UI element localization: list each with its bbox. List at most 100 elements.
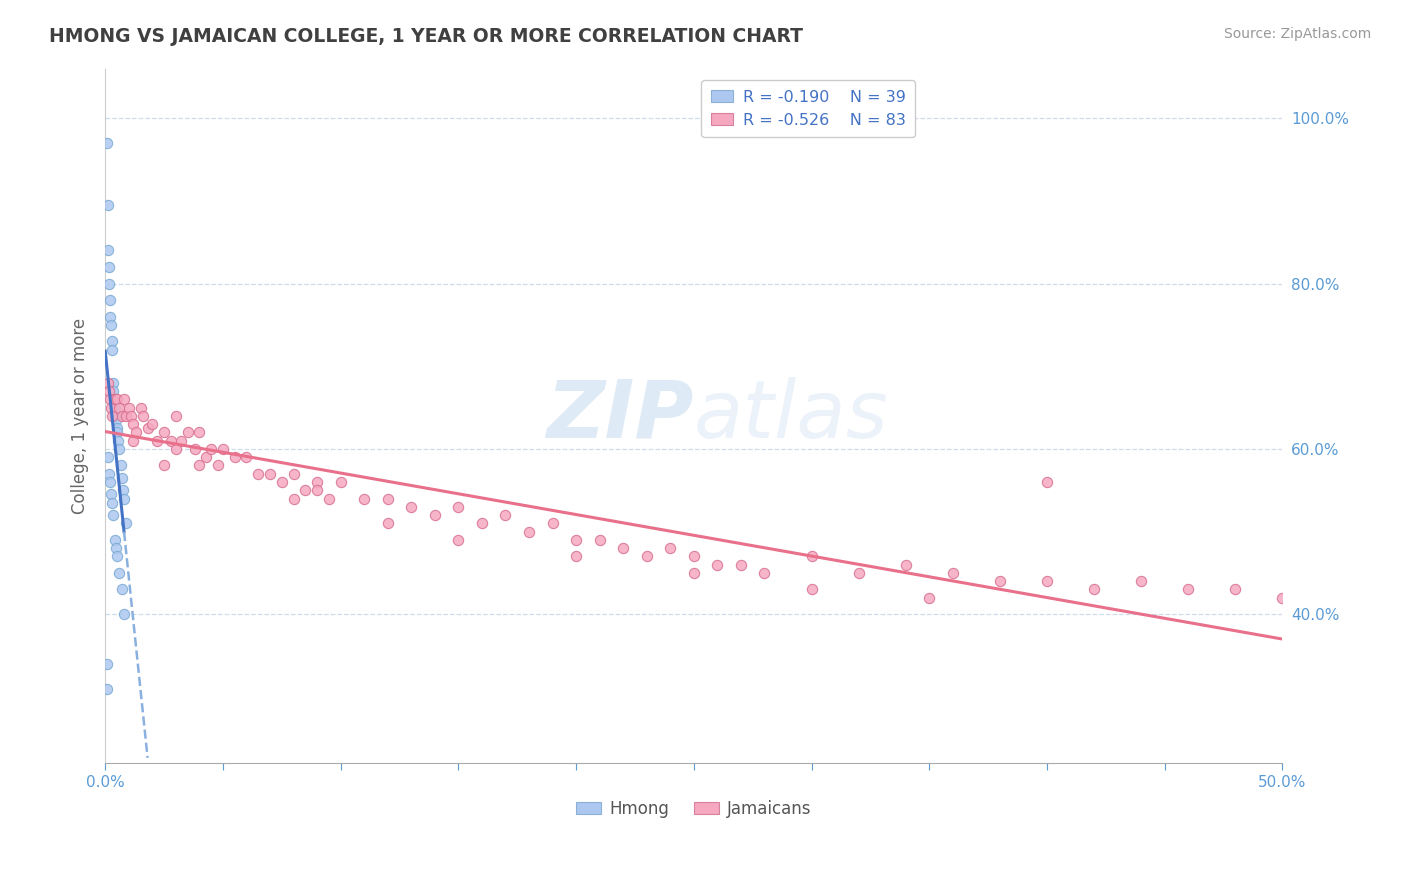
Point xyxy=(401,500,423,514)
Point xyxy=(100,318,122,332)
Point xyxy=(259,467,281,481)
Point xyxy=(104,533,127,547)
Point xyxy=(104,392,127,407)
Point xyxy=(377,516,399,531)
Point xyxy=(283,491,305,506)
Point xyxy=(183,442,205,456)
Point xyxy=(115,409,138,423)
Point xyxy=(283,467,305,481)
Point xyxy=(270,475,292,489)
Point xyxy=(612,541,634,555)
Text: atlas: atlas xyxy=(693,376,889,455)
Point xyxy=(589,533,612,547)
Point xyxy=(730,558,752,572)
Point xyxy=(136,421,159,435)
Point xyxy=(706,558,728,572)
Point xyxy=(101,409,124,423)
Point xyxy=(98,392,121,407)
Point xyxy=(103,392,125,407)
Point xyxy=(153,458,176,473)
Point xyxy=(97,376,120,390)
Point xyxy=(165,442,187,456)
Point xyxy=(120,409,142,423)
Point xyxy=(447,500,470,514)
Point xyxy=(918,591,941,605)
Point xyxy=(541,516,564,531)
Point xyxy=(146,434,169,448)
Point xyxy=(565,533,588,547)
Point xyxy=(800,582,823,597)
Point xyxy=(105,549,128,564)
Point xyxy=(423,508,446,522)
Point xyxy=(1036,574,1059,589)
Text: HMONG VS JAMAICAN COLLEGE, 1 YEAR OR MORE CORRELATION CHART: HMONG VS JAMAICAN COLLEGE, 1 YEAR OR MOR… xyxy=(49,27,803,45)
Point xyxy=(97,384,120,398)
Point xyxy=(111,582,134,597)
Point xyxy=(115,516,138,531)
Point xyxy=(98,277,121,291)
Y-axis label: College, 1 year or more: College, 1 year or more xyxy=(72,318,89,514)
Point xyxy=(108,442,131,456)
Point xyxy=(212,442,235,456)
Point xyxy=(141,417,163,431)
Point xyxy=(188,425,211,440)
Point xyxy=(101,496,124,510)
Point xyxy=(111,483,134,498)
Point xyxy=(103,508,125,522)
Point xyxy=(1225,582,1247,597)
Point xyxy=(100,487,122,501)
Point xyxy=(1130,574,1153,589)
Point xyxy=(100,401,122,415)
Point xyxy=(104,409,127,423)
Point xyxy=(659,541,682,555)
Point xyxy=(108,566,131,580)
Point xyxy=(1271,591,1294,605)
Point xyxy=(754,566,776,580)
Point xyxy=(101,343,124,357)
Point xyxy=(195,450,218,465)
Point xyxy=(235,450,257,465)
Point xyxy=(97,260,120,274)
Point xyxy=(517,524,540,539)
Point xyxy=(112,491,135,506)
Point xyxy=(111,471,134,485)
Point xyxy=(471,516,494,531)
Point xyxy=(101,334,124,349)
Point xyxy=(176,425,198,440)
Point xyxy=(1036,475,1059,489)
Text: Source: ZipAtlas.com: Source: ZipAtlas.com xyxy=(1223,27,1371,41)
Legend: Hmong, Jamaicans: Hmong, Jamaicans xyxy=(569,793,818,824)
Point xyxy=(105,425,128,440)
Point xyxy=(188,458,211,473)
Point xyxy=(107,434,129,448)
Text: ZIP: ZIP xyxy=(547,376,693,455)
Point xyxy=(682,549,704,564)
Point xyxy=(1177,582,1199,597)
Point xyxy=(307,475,329,489)
Point xyxy=(97,467,120,481)
Point xyxy=(98,293,121,307)
Point xyxy=(112,392,135,407)
Point xyxy=(169,434,191,448)
Point xyxy=(224,450,246,465)
Point xyxy=(565,549,588,564)
Point xyxy=(1083,582,1105,597)
Point xyxy=(112,607,135,622)
Point xyxy=(318,491,340,506)
Point xyxy=(108,401,131,415)
Point xyxy=(104,401,127,415)
Point xyxy=(988,574,1011,589)
Point xyxy=(110,458,132,473)
Point xyxy=(682,566,704,580)
Point xyxy=(894,558,917,572)
Point xyxy=(103,384,125,398)
Point xyxy=(447,533,470,547)
Point xyxy=(97,198,120,212)
Point xyxy=(105,421,128,435)
Point xyxy=(96,657,118,671)
Point xyxy=(100,310,122,324)
Point xyxy=(165,409,187,423)
Point xyxy=(122,417,145,431)
Point xyxy=(122,434,145,448)
Point xyxy=(800,549,823,564)
